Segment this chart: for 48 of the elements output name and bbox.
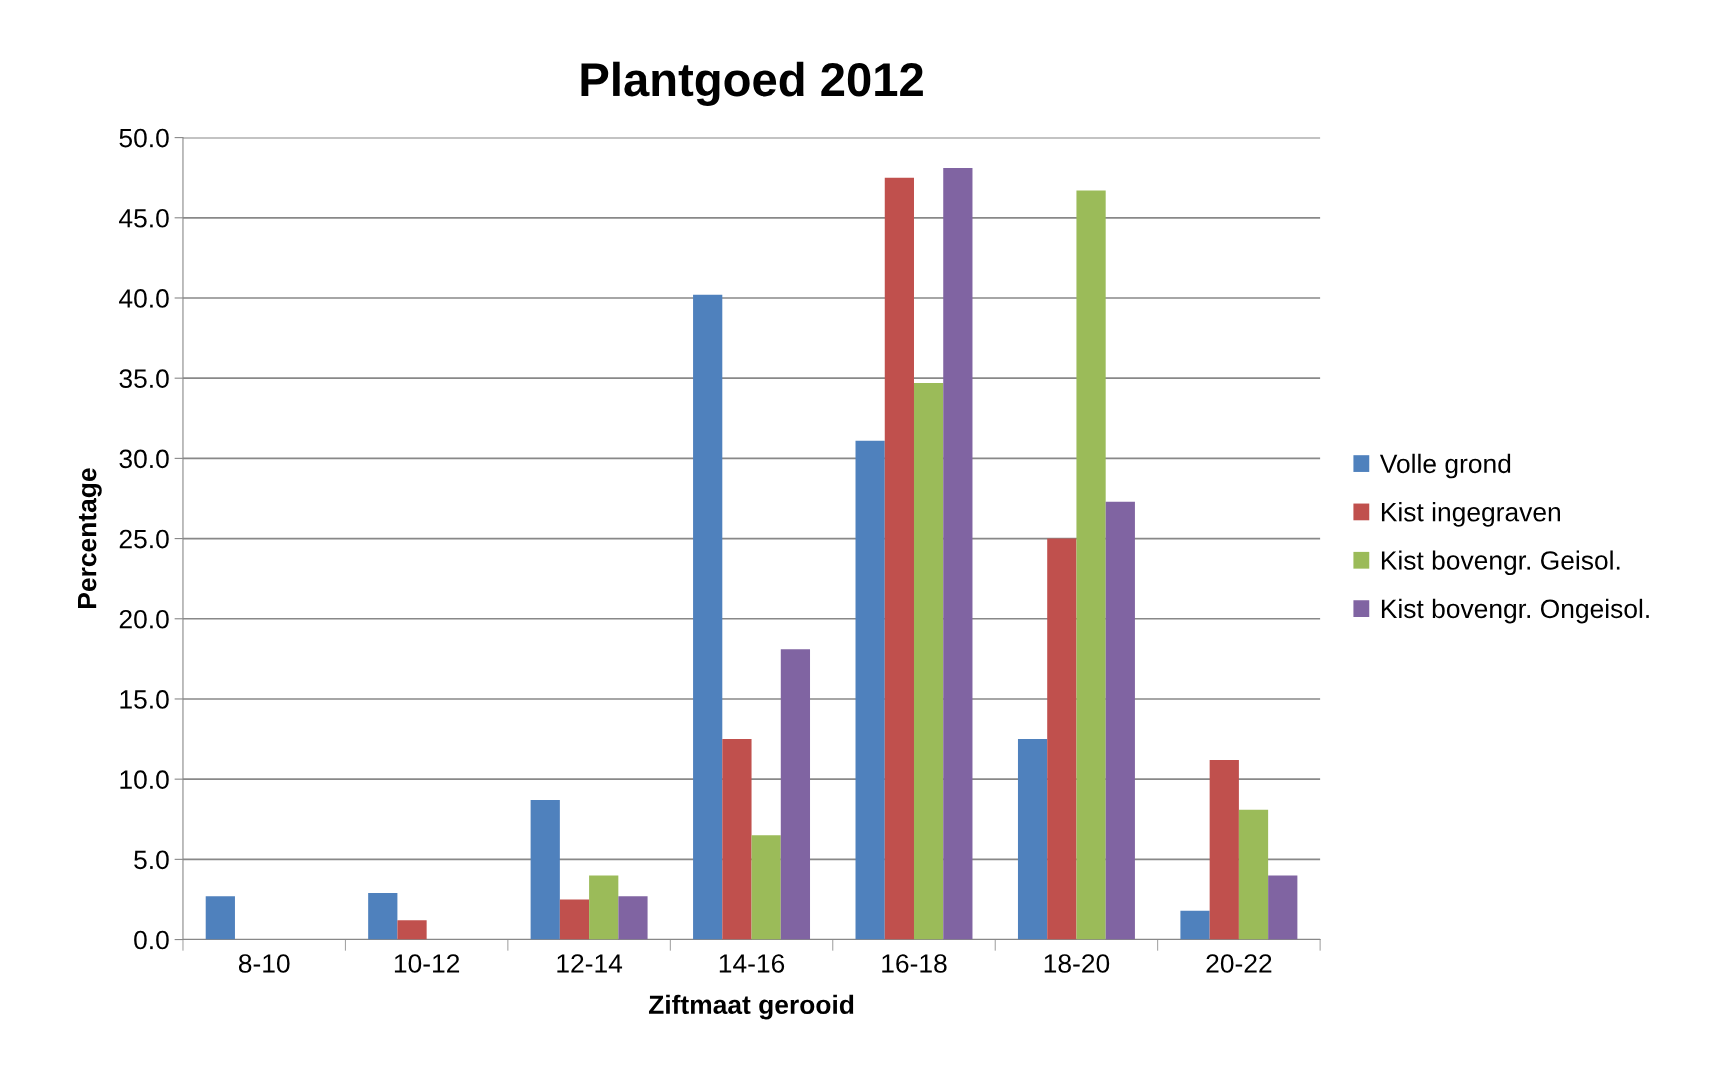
bar [751,835,781,940]
bar [618,896,648,940]
x-tick-label: 18-20 [1044,954,1110,973]
legend-label: Volle grond [1379,453,1511,479]
bar [530,800,560,940]
y-tick-label: 15.0 [120,690,169,709]
bar [1076,190,1106,940]
bar [1209,759,1239,940]
bar [943,168,973,940]
bar [884,177,914,940]
bar [1017,739,1048,940]
bar [559,899,590,940]
y-tick-label: 25.0 [119,529,169,549]
bar [1238,809,1269,940]
bar [1047,538,1077,940]
bar [693,294,723,940]
bar [914,383,944,940]
y-axis-title: Percentage [78,468,102,608]
bar [1105,501,1135,940]
x-tick-label: 12-14 [557,954,623,973]
bar [368,893,398,940]
x-tick-label: 10-12 [394,954,460,973]
x-tick-label: 20-22 [1206,954,1272,973]
y-tick-label: 35.0 [119,369,169,389]
chart-title: Plantgoed 2012 [581,61,923,106]
x-axis-title: Ziftmaat gerooid [648,994,854,1020]
y-tick-label: 10.0 [120,770,169,789]
y-tick-label: 5.0 [134,850,169,870]
bar [780,649,811,940]
y-tick-label: 50.0 [119,128,169,148]
legend-label: Kist ingegraven [1381,502,1560,527]
y-tick-label: 0.0 [134,930,169,950]
y-tick-label: 20.0 [119,609,169,629]
x-tick-label: 16-18 [882,954,947,973]
y-tick-label: 30.0 [119,449,169,469]
bar [722,739,752,940]
x-tick-label: 14-16 [719,954,785,973]
bar [205,896,235,940]
y-tick-label: 40.0 [119,289,169,308]
bar [589,875,619,940]
x-tick-label: 8-10 [238,954,290,973]
y-tick-label: 45.0 [119,208,169,228]
bar [1180,910,1210,940]
bar [397,920,427,940]
bar [855,440,885,940]
legend-label: Kist bovengr. Geisol. [1381,550,1620,576]
legend-label: Kist bovengr. Ongeisol. [1381,598,1649,624]
bar [1268,875,1298,940]
